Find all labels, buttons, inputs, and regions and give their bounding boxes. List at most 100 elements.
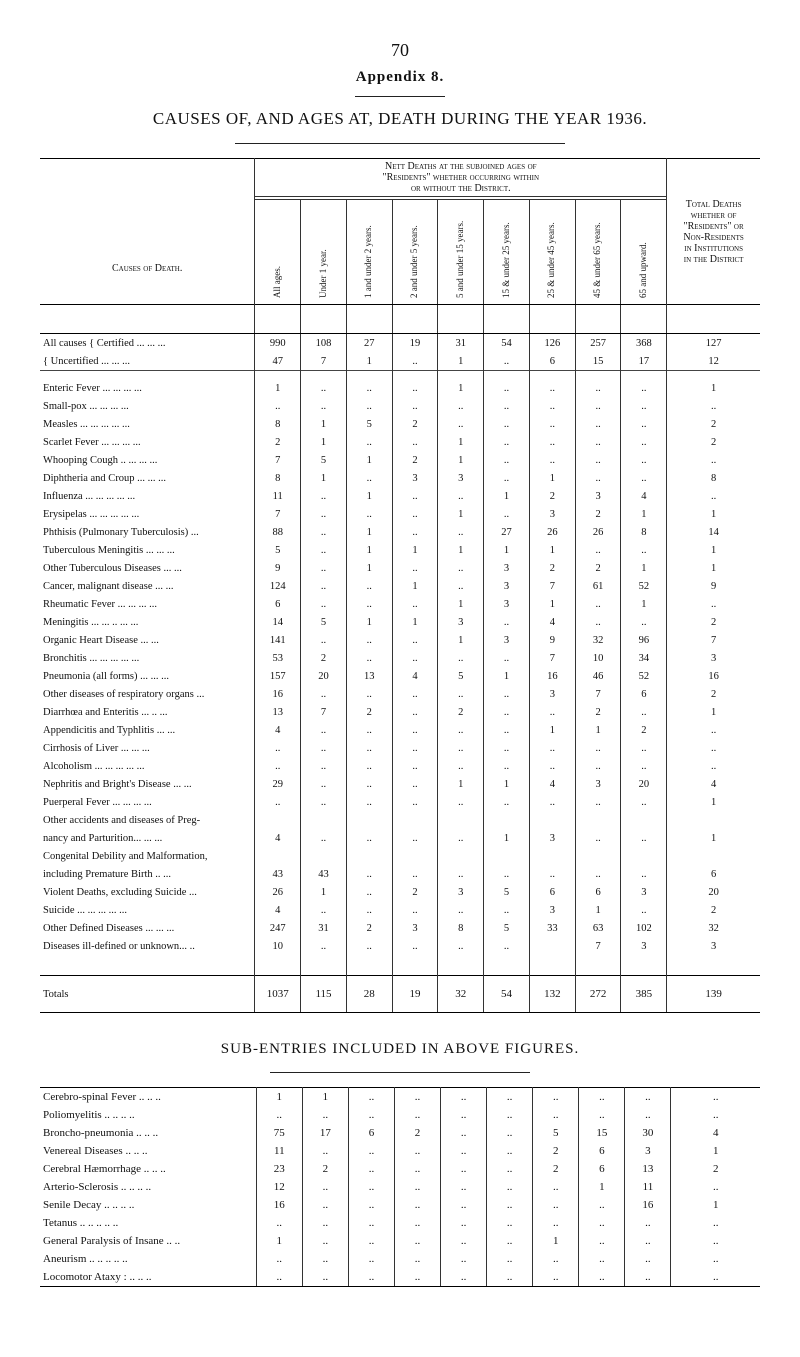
value-cell: 2 — [438, 703, 484, 721]
age-col-head: 25 & under 45 years. — [529, 200, 575, 305]
value-cell: 1 — [346, 487, 392, 505]
table-row: Appendicitis and Typhlitis ... ...4.....… — [40, 721, 760, 739]
value-cell: .. — [346, 469, 392, 487]
value-cell: .. — [484, 901, 530, 919]
value-cell: 2 — [621, 721, 667, 739]
value-cell: .. — [392, 829, 438, 847]
value-cell: 54 — [484, 976, 530, 1013]
value-cell: 2 — [394, 1124, 440, 1142]
table-row: Senile Decay .. .. .. ..16..............… — [40, 1196, 760, 1214]
value-cell: .. — [625, 1250, 671, 1268]
value-cell: .. — [671, 1214, 760, 1232]
value-cell: .. — [394, 1106, 440, 1124]
value-cell: .. — [484, 469, 530, 487]
value-cell: 6 — [621, 685, 667, 703]
value-cell: .. — [438, 829, 484, 847]
cause-cell: Cerebro-spinal Fever .. .. .. — [40, 1088, 256, 1107]
value-cell: .. — [533, 1268, 579, 1287]
value-cell: 4 — [255, 901, 301, 919]
table-row: Cerebral Hæmorrhage .. .. ..232........2… — [40, 1160, 760, 1178]
value-cell: .. — [348, 1160, 394, 1178]
value-cell: .. — [301, 631, 347, 649]
value-cell: 7 — [575, 685, 621, 703]
value-cell: 1 — [667, 379, 760, 397]
table-row: Scarlet Fever ... ... ... ...21....1....… — [40, 433, 760, 451]
value-cell: .. — [301, 379, 347, 397]
value-cell: 7 — [255, 451, 301, 469]
value-cell: 1 — [438, 775, 484, 793]
value-cell: .. — [394, 1160, 440, 1178]
value-cell: 61 — [575, 577, 621, 595]
value-cell: 3 — [621, 937, 667, 955]
value-cell: 26 — [575, 523, 621, 541]
value-cell: 1 — [529, 721, 575, 739]
value-cell: .. — [484, 739, 530, 757]
value-cell: 10 — [255, 937, 301, 955]
value-cell — [255, 847, 301, 865]
value-cell: .. — [392, 649, 438, 667]
value-cell: 12 — [667, 352, 760, 371]
value-cell: .. — [301, 757, 347, 775]
value-cell: .. — [529, 415, 575, 433]
value-cell: .. — [346, 433, 392, 451]
value-cell: 139 — [667, 976, 760, 1013]
value-cell — [438, 847, 484, 865]
value-cell: .. — [392, 937, 438, 955]
value-cell: 14 — [667, 523, 760, 541]
value-cell: 26 — [255, 883, 301, 901]
value-cell: .. — [392, 397, 438, 415]
table-row: nancy and Parturition... ... ...4.......… — [40, 829, 760, 847]
value-cell: .. — [621, 793, 667, 811]
group-head-line3: or without the District. — [411, 183, 511, 194]
cause-cell: General Paralysis of Insane .. .. — [40, 1232, 256, 1250]
total-head-5: in Institutions — [684, 243, 743, 254]
value-cell: .. — [533, 1178, 579, 1196]
cause-cell: Organic Heart Disease ... ... — [40, 631, 255, 649]
value-cell: 1 — [256, 1232, 302, 1250]
value-cell: .. — [484, 757, 530, 775]
value-cell — [346, 847, 392, 865]
age-col-head-label: 2 and under 5 years. — [410, 203, 420, 298]
value-cell: .. — [438, 415, 484, 433]
value-cell: .. — [487, 1124, 533, 1142]
value-cell — [438, 811, 484, 829]
value-cell: .. — [529, 865, 575, 883]
age-col-head-label: 25 & under 45 years. — [547, 203, 557, 298]
value-cell: 19 — [392, 334, 438, 353]
cause-cell: Nephritis and Bright's Disease ... ... — [40, 775, 255, 793]
value-cell: 3 — [575, 775, 621, 793]
value-cell: .. — [301, 775, 347, 793]
value-cell: .. — [348, 1178, 394, 1196]
value-cell: .. — [484, 379, 530, 397]
value-cell: 9 — [255, 559, 301, 577]
table-row: Rheumatic Fever ... ... ... ...6......13… — [40, 595, 760, 613]
value-cell: .. — [394, 1250, 440, 1268]
cause-cell: Aneurism .. .. .. .. .. — [40, 1250, 256, 1268]
value-cell: .. — [301, 829, 347, 847]
value-cell: .. — [529, 703, 575, 721]
value-cell: .. — [346, 937, 392, 955]
value-cell — [484, 811, 530, 829]
value-cell: 8 — [667, 469, 760, 487]
value-cell: 52 — [621, 667, 667, 685]
sub-title: SUB-ENTRIES INCLUDED IN ABOVE FIGURES. — [40, 1041, 760, 1058]
value-cell: 6 — [579, 1160, 625, 1178]
value-cell: 1 — [667, 559, 760, 577]
value-cell: .. — [575, 595, 621, 613]
value-cell: 1 — [533, 1232, 579, 1250]
value-cell: .. — [346, 505, 392, 523]
value-cell: 1 — [301, 883, 347, 901]
value-cell: .. — [301, 685, 347, 703]
total-head-4: Non-Residents — [683, 232, 743, 243]
value-cell: .. — [579, 1250, 625, 1268]
value-cell: .. — [667, 451, 760, 469]
value-cell: .. — [487, 1106, 533, 1124]
value-cell: 2 — [667, 433, 760, 451]
value-cell: 1 — [671, 1196, 760, 1214]
value-cell: .. — [621, 469, 667, 487]
value-cell: 5 — [346, 415, 392, 433]
value-cell: 16 — [256, 1196, 302, 1214]
cause-cell: Arterio-Sclerosis .. .. .. .. — [40, 1178, 256, 1196]
value-cell: 141 — [255, 631, 301, 649]
value-cell — [301, 847, 347, 865]
